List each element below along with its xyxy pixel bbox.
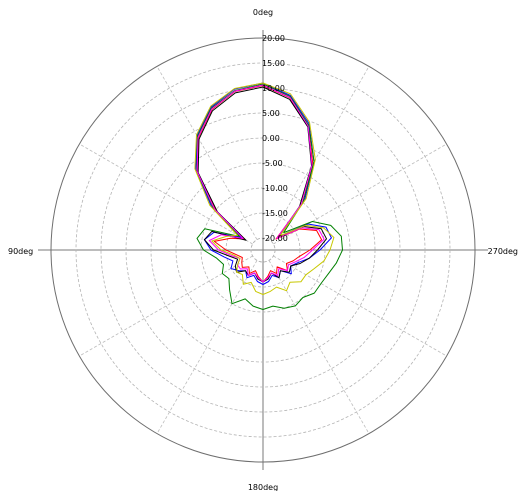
grid-ring (150, 137, 376, 363)
radial-tick-label: -10.00 (262, 184, 288, 193)
center-ring (250, 237, 276, 263)
polar-grid (38, 30, 488, 470)
grid-spoke (156, 260, 258, 434)
radial-tick-label: -20.00 (262, 234, 288, 243)
grid-ring (100, 87, 426, 413)
series-line-6 (194, 82, 335, 295)
grid-ring (75, 62, 451, 438)
radial-tick-label: 10.00 (262, 84, 285, 93)
grid-ring (125, 112, 401, 388)
grid-spoke (273, 255, 447, 357)
angle-label-180deg: 180deg (248, 483, 278, 491)
grid-spoke (156, 66, 258, 240)
grid-ring (200, 187, 326, 313)
radial-tick-labels: 20.00 15.00 10.00 5.00 0.00 -5.00 -10.00 -15.00… (262, 34, 288, 243)
angle-label-270deg: 270deg (488, 247, 518, 256)
grid-spoke (273, 143, 447, 245)
series-line-5 (196, 84, 325, 283)
angle-label-0deg: 0deg (253, 8, 273, 17)
radial-tick-label: -5.00 (262, 159, 283, 168)
grid-ring (175, 162, 351, 338)
radial-tick-label: 20.00 (262, 34, 285, 43)
radial-tick-label: 0.00 (262, 134, 280, 143)
angle-labels: 0deg 90deg 180deg 270deg (8, 8, 518, 491)
angle-label-90deg: 90deg (8, 247, 33, 256)
outer-ring (50, 37, 476, 463)
series-line-3 (196, 83, 343, 310)
radial-tick-label: -15.00 (262, 209, 288, 218)
series-layer (194, 82, 343, 310)
radial-tick-label: 5.00 (262, 109, 280, 118)
radial-tick-label: 15.00 (262, 59, 285, 68)
